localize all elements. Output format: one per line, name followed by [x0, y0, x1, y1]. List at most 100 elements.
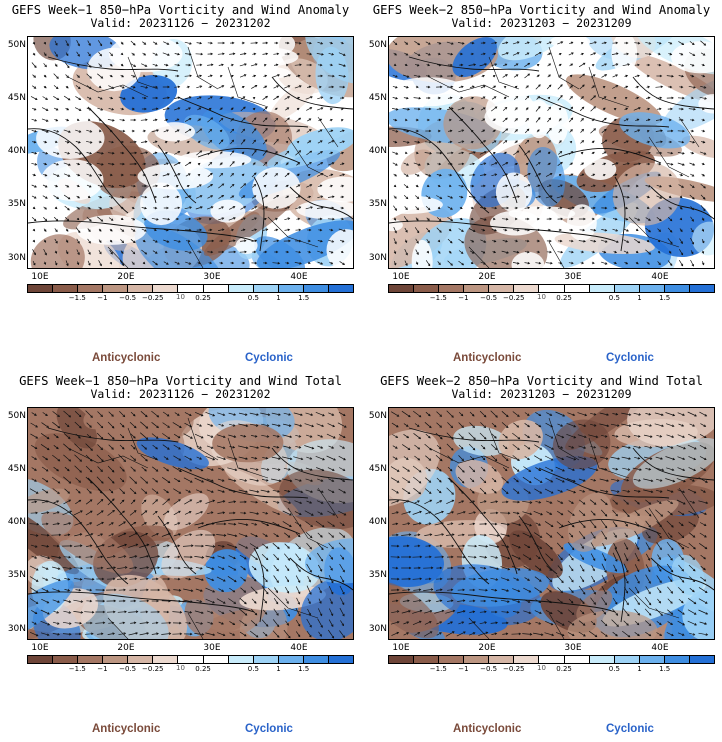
wind-arrow [316, 467, 324, 471]
wind-arrowhead [438, 140, 442, 144]
wind-arrowhead [111, 162, 115, 166]
lat-label: 50N [7, 411, 26, 421]
wind-arrowhead [593, 184, 596, 188]
wind-arrow [426, 238, 430, 244]
wind-arrow [108, 163, 114, 165]
wind-arrow [262, 511, 268, 515]
wind-arrow [30, 533, 38, 537]
wind-arrow [425, 477, 431, 483]
wind-arrow [40, 433, 50, 439]
wind-arrow [205, 411, 215, 417]
wind-arrow [613, 564, 617, 572]
wind-arrowhead [483, 500, 487, 503]
wind-arrowhead [321, 490, 324, 493]
wind-arrowhead [100, 97, 103, 100]
wind-arrowhead [625, 107, 629, 111]
wind-arrowhead [559, 140, 562, 143]
wind-arrowhead [570, 534, 574, 538]
wind-arrowhead [45, 196, 48, 199]
wind-arrowhead [309, 107, 313, 110]
wind-arrowhead [276, 568, 279, 572]
wind-arrowhead [571, 261, 574, 265]
wind-arrow [580, 576, 584, 582]
colorbar-tick-label: −0.5 [119, 665, 137, 673]
wind-arrow [261, 585, 269, 595]
wind-vectors [390, 410, 709, 638]
colorbar-tick-label: 1 [637, 294, 642, 302]
wind-arrowhead [526, 85, 529, 88]
wind-arrowhead [89, 219, 92, 222]
wind-arrow [63, 599, 71, 603]
wind-arrow [195, 621, 203, 625]
wind-arrowhead [680, 229, 683, 233]
wind-arrowhead [659, 151, 663, 155]
wind-arrow [700, 423, 706, 427]
wind-arrowhead [320, 262, 324, 265]
neutral-blob [511, 251, 545, 268]
wind-arrow [75, 227, 81, 233]
wind-arrowhead [691, 151, 695, 155]
colorbar-swatch [689, 285, 715, 292]
wind-arrowhead [244, 556, 247, 560]
wind-arrowhead [451, 448, 454, 451]
wind-arrow [262, 150, 268, 156]
wind-arrowhead [55, 184, 59, 188]
wind-arrowhead [343, 75, 346, 78]
wind-arrowhead [494, 173, 498, 176]
wind-arrow [415, 195, 419, 199]
wind-arrowhead [178, 240, 181, 243]
wind-arrowhead [56, 130, 60, 133]
wind-arrowhead [221, 468, 225, 471]
wind-arrow [634, 564, 640, 572]
wind-arrowhead [518, 523, 522, 527]
wind-arrow [238, 456, 248, 460]
wind-arrowhead [187, 184, 190, 188]
wind-arrow [284, 217, 290, 221]
wind-arrowhead [570, 184, 573, 188]
wind-arrowhead [616, 479, 620, 482]
wind-arrow [446, 499, 454, 505]
wind-arrowhead [35, 491, 39, 494]
wind-arrowhead [638, 107, 641, 110]
wind-arrow [119, 466, 125, 472]
wind-arrow [391, 422, 399, 428]
wind-arrow [238, 543, 248, 549]
vorticity-blob [83, 408, 115, 430]
wind-arrowhead [122, 491, 125, 494]
wind-arrowhead [451, 555, 454, 559]
wind-arrow [511, 522, 521, 526]
wind-arrowhead [34, 163, 38, 166]
wind-arrowhead [407, 522, 411, 525]
wind-arrow [547, 117, 551, 123]
wind-arrow [129, 421, 137, 429]
wind-arrow [51, 476, 61, 484]
wind-arrowhead [639, 468, 642, 471]
wind-arrowhead [595, 435, 599, 439]
wind-arrowhead [242, 41, 245, 45]
wind-arrow [163, 129, 169, 133]
wind-arrow [414, 423, 420, 427]
wind-arrowhead [121, 173, 124, 177]
wind-arrowhead [614, 250, 618, 254]
wind-arrowhead [669, 263, 673, 267]
wind-arrow [52, 488, 60, 494]
wind-arrow [184, 128, 192, 134]
wind-arrowhead [331, 580, 334, 584]
wind-arrowhead [146, 599, 150, 603]
wind-arrow [480, 85, 486, 89]
wind-arrowhead [89, 174, 93, 177]
wind-arrowhead [197, 162, 201, 166]
wind-arrowhead [46, 545, 50, 548]
wind-arrowhead [77, 43, 80, 47]
wind-arrowhead [671, 468, 675, 472]
colorbar-tick-label: 0.25 [195, 665, 211, 673]
wind-arrow [284, 117, 290, 123]
vorticity-blob [627, 408, 714, 447]
wind-arrow [305, 489, 313, 493]
wind-arrowhead [558, 107, 562, 111]
wind-arrowhead [199, 500, 203, 503]
wind-arrowhead [658, 41, 662, 45]
wind-arrow [524, 41, 530, 45]
wind-arrowhead [44, 252, 47, 256]
wind-arrow [228, 555, 236, 559]
